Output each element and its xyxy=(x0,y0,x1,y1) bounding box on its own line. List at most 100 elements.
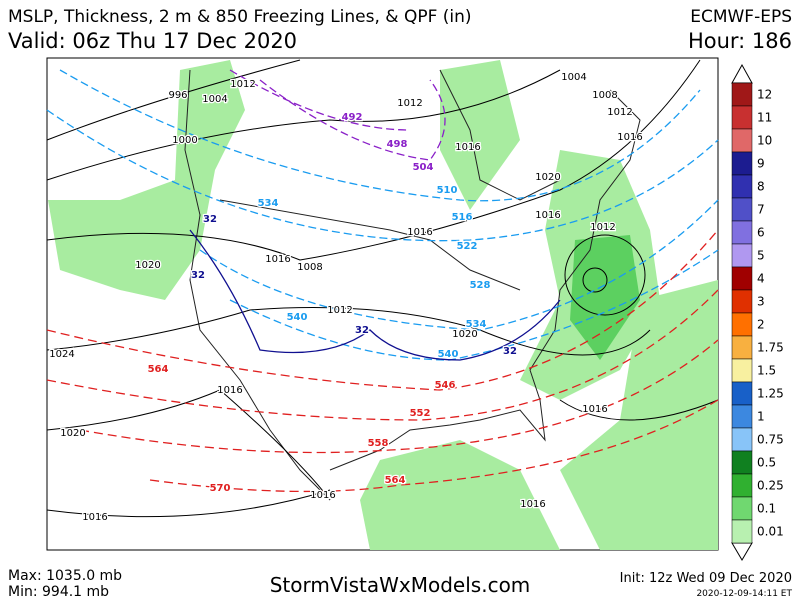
valid-time: Valid: 06z Thu 17 Dec 2020 xyxy=(8,29,297,53)
contour-label: 492 xyxy=(342,112,363,123)
contour-label: 1016 xyxy=(217,385,242,396)
contour-label: 1008 xyxy=(592,90,617,101)
contour-label: 1016 xyxy=(617,132,642,143)
colorbar-swatch xyxy=(731,358,753,383)
colorbar-label: 0.25 xyxy=(757,479,784,493)
colorbar-swatch xyxy=(731,82,753,107)
contour-label: 1012 xyxy=(397,98,422,109)
min-pressure: Min: 994.1 mb xyxy=(8,584,109,600)
colorbar-label: 1.5 xyxy=(757,364,776,378)
timestamp: 2020-12-09-14:11 ET xyxy=(696,589,792,599)
contour-label: 1012 xyxy=(607,107,632,118)
colorbar-label: 10 xyxy=(757,134,772,148)
colorbar-label: 1.75 xyxy=(757,341,784,355)
freezing-lines xyxy=(189,229,561,361)
contour-label: 32 xyxy=(503,346,517,357)
colorbar-swatch xyxy=(731,519,753,544)
colorbar-swatch xyxy=(731,197,753,222)
colorbar-label: 11 xyxy=(757,111,772,125)
contour-label: 498 xyxy=(387,139,408,150)
thickness-warm xyxy=(46,229,719,493)
colorbar-swatch xyxy=(731,289,753,314)
colorbar-swatch xyxy=(731,335,753,360)
contour-label: 1016 xyxy=(520,499,545,510)
colorbar-swatch xyxy=(731,128,753,153)
colorbar-swatch xyxy=(731,404,753,429)
contour-label: 1016 xyxy=(82,512,107,523)
contour-label: 564 xyxy=(148,364,169,375)
title: MSLP, Thickness, 2 m & 850 Freezing Line… xyxy=(8,7,472,27)
contour-label: 32 xyxy=(191,270,205,281)
colorbar-label: 8 xyxy=(757,180,765,194)
colorbar-swatch xyxy=(731,105,753,130)
colorbar-label: 5 xyxy=(757,249,765,263)
contour-label: 1016 xyxy=(455,142,480,153)
colorbar-swatch xyxy=(731,450,753,475)
qpf-core xyxy=(570,235,640,360)
map: 996 1004101210001004100810121016102010161… xyxy=(46,57,719,551)
colorbar-swatch xyxy=(731,151,753,176)
contour-label: 1004 xyxy=(202,94,227,105)
contour-label: 1024 xyxy=(49,349,74,360)
contour-label: 522 xyxy=(457,241,478,252)
colorbar-label: 0.5 xyxy=(757,456,776,470)
contour-label: 1012 xyxy=(327,305,352,316)
contour-label: 1020 xyxy=(535,172,560,183)
colorbar-label: 6 xyxy=(757,226,765,240)
colorbar-label: 1 xyxy=(757,410,765,424)
colorbar-label: 4 xyxy=(757,272,765,286)
contour-label: 534 xyxy=(258,198,279,209)
contour-label: 1016 xyxy=(310,490,335,501)
colorbar-swatch xyxy=(731,496,753,521)
contour-label: 540 xyxy=(438,349,459,360)
contour-label: 504 xyxy=(413,162,434,173)
colorbar-swatch xyxy=(731,243,753,268)
colorbar-label: 0.1 xyxy=(757,502,776,516)
contour-label: 1016 xyxy=(535,210,560,221)
colorbar-label: 2 xyxy=(757,318,765,332)
colorbar-swatch xyxy=(731,312,753,337)
contour-label: 516 xyxy=(452,212,473,223)
colorbar-label: 12 xyxy=(757,88,772,102)
colorbar-label: 1.25 xyxy=(757,387,784,401)
colorbar-label: 9 xyxy=(757,157,765,171)
contour-label: 528 xyxy=(470,280,491,291)
model: ECMWF-EPS xyxy=(690,7,792,27)
contour-label: 1016 xyxy=(265,254,290,265)
contour-label: 32 xyxy=(355,325,369,336)
contour-label: 1012 xyxy=(590,222,615,233)
colorbar-swatch xyxy=(731,427,753,452)
colorbar-swatch xyxy=(731,266,753,291)
contour-label: 1008 xyxy=(297,262,322,273)
init-time: Init: 12z Wed 09 Dec 2020 xyxy=(620,571,792,586)
colorbar-swatch xyxy=(731,220,753,245)
contour-label: 546 xyxy=(435,380,456,391)
contour-label: 1016 xyxy=(582,404,607,415)
colorbar-label: 7 xyxy=(757,203,765,217)
contour-label: 1004 xyxy=(561,72,586,83)
contour-label: 1020 xyxy=(135,260,160,271)
contour-label: 552 xyxy=(410,408,431,419)
contour-label: 1016 xyxy=(407,227,432,238)
forecast-hour: Hour: 186 xyxy=(688,29,792,53)
thickness-low xyxy=(229,69,446,161)
contour-label: 540 xyxy=(287,312,308,323)
contour-label: 1020 xyxy=(452,329,477,340)
colorbar-swatch xyxy=(731,174,753,199)
colorbar-swatch xyxy=(731,473,753,498)
contour-label: 1020 xyxy=(60,428,85,439)
contour-label: 510 xyxy=(437,185,458,196)
colorbar-label: 0.75 xyxy=(757,433,784,447)
colorbar: 12 11 10 9 8 7 6 5 4 3 2 1.75 1.5 1.25 1 0.75 0.5 0.25 0.1… xyxy=(731,63,784,561)
isobars xyxy=(46,59,719,518)
site: StormVistaWxModels.com xyxy=(270,573,531,597)
contour-label: 564 xyxy=(385,475,406,486)
colorbar-label: 3 xyxy=(757,295,765,309)
contour-label: 996 xyxy=(168,90,187,101)
contour-label: 1012 xyxy=(230,79,255,90)
contour-label: 558 xyxy=(368,438,389,449)
max-pressure: Max: 1035.0 mb xyxy=(8,568,122,584)
colorbar-label: 0.01 xyxy=(757,525,784,539)
contour-label: 534 xyxy=(466,319,487,330)
